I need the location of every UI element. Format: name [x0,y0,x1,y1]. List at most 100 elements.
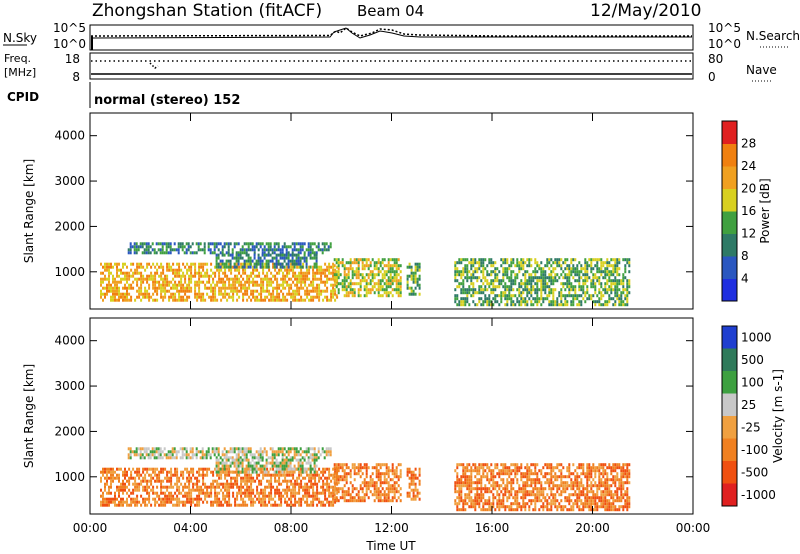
echo-cell [616,258,619,262]
echo-cell [335,276,338,280]
echo-cell [198,283,201,287]
echo-cell [250,292,253,296]
echo-cell [306,277,309,281]
echo-cell [554,475,557,479]
echo-cell [262,271,265,275]
echo-cell [492,496,495,500]
echo-cell [387,276,390,280]
echo-cell [242,277,245,281]
echo-cell [188,479,191,483]
echo-cell [147,453,150,457]
echo-cell [490,258,493,262]
echo-cell [303,259,306,263]
echo-cell [252,491,255,495]
echo-cell [608,297,611,301]
echo-cell [148,485,151,489]
echo-cell [301,245,304,249]
echo-cell [488,294,491,298]
echo-cell [379,463,382,467]
echo-cell [546,499,549,503]
echo-cell [253,256,256,260]
echo-cell [254,298,257,302]
echo-cell [367,264,370,268]
echo-cell [598,288,601,292]
echo-cell [478,472,481,476]
nsearch-tick-bottom: 10^0 [708,37,741,51]
echo-cell [506,472,509,476]
echo-cell [622,300,625,304]
echo-cell [456,466,459,470]
echo-cell [582,288,585,292]
echo-cell [178,295,181,299]
velocity-echo-layer [100,447,631,512]
echo-cell [375,490,378,494]
echo-cell [542,288,545,292]
echo-cell [556,484,559,488]
echo-cell [146,479,149,483]
echo-cell [156,485,159,489]
echo-cell [166,289,169,293]
echo-cell [134,479,137,483]
echo-cell [286,503,289,507]
echo-cell [280,283,283,287]
echo-cell [373,487,376,491]
echo-cell [502,463,505,467]
echo-cell [274,500,277,504]
echo-cell [574,297,577,301]
echo-cell [540,294,543,298]
echo-cell [478,469,481,473]
echo-cell [311,456,314,460]
echo-cell [320,476,323,480]
echo-cell [150,265,153,269]
echo-cell [185,242,188,246]
echo-cell [300,479,303,483]
echo-cell [250,488,253,492]
echo-cell [164,274,167,278]
echo-cell [274,503,277,507]
echo-cell [127,453,130,457]
echo-cell [375,264,378,268]
echo-cell [363,267,366,271]
echo-cell [293,453,296,457]
echo-cell [564,276,567,280]
echo-cell [290,265,293,269]
echo-cell [200,271,203,275]
echo-cell [260,488,263,492]
echo-cell [618,267,621,271]
echo-cell [315,256,318,260]
echo-cell [275,464,278,468]
echo-cell [335,496,338,500]
echo-cell [306,289,309,293]
echo-cell [534,267,537,271]
echo-cell [564,300,567,304]
echo-cell [242,500,245,504]
echo-cell [464,472,467,476]
echo-cell [214,292,217,296]
echo-cell [343,475,346,479]
echo-cell [359,463,362,467]
echo-cell [391,288,394,292]
echo-cell [245,251,248,255]
echo-cell [237,453,240,457]
echo-cell [199,242,202,246]
echo-cell [196,283,199,287]
echo-cell [460,490,463,494]
echo-cell [172,473,175,477]
echo-cell [345,478,348,482]
echo-cell [122,485,124,489]
echo-cell [264,485,267,489]
echo-cell [110,289,112,293]
echo-cell [285,262,288,266]
echo-cell [296,265,299,269]
echo-cell [256,274,259,278]
echo-cell [225,262,228,266]
echo-cell [252,283,255,287]
echo-cell [548,303,551,307]
echo-cell [526,466,529,470]
echo-cell [289,464,292,468]
echo-cell [464,291,467,295]
echo-cell [179,447,182,451]
echo-cell [229,265,232,269]
echo-cell [130,286,133,290]
echo-cell [258,283,261,287]
